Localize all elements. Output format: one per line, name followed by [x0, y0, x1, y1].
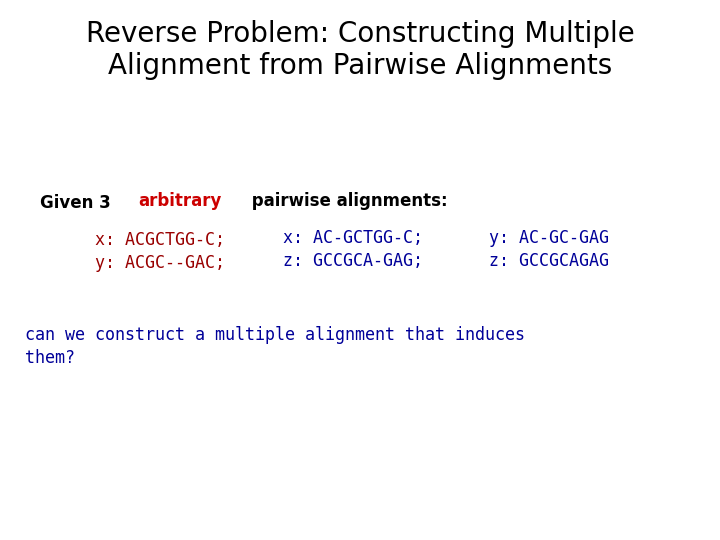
Text: x: AC-GCTGG-C;: x: AC-GCTGG-C;: [263, 229, 423, 247]
Text: arbitrary: arbitrary: [138, 192, 222, 210]
Text: pairwise alignments:: pairwise alignments:: [246, 192, 448, 210]
Text: them?: them?: [25, 349, 75, 367]
Text: z: GCCGCA-GAG;: z: GCCGCA-GAG;: [263, 252, 423, 270]
Text: z: GCCGCAGAG: z: GCCGCAGAG: [469, 252, 609, 270]
Text: y: ACGC--GAC;: y: ACGC--GAC;: [95, 254, 225, 272]
Text: Given 3: Given 3: [40, 194, 116, 212]
Text: can we construct a multiple alignment that induces: can we construct a multiple alignment th…: [25, 326, 525, 344]
Text: x: ACGCTGG-C;: x: ACGCTGG-C;: [95, 231, 225, 249]
Text: y: AC-GC-GAG: y: AC-GC-GAG: [469, 229, 609, 247]
Text: Reverse Problem: Constructing Multiple
Alignment from Pairwise Alignments: Reverse Problem: Constructing Multiple A…: [86, 20, 634, 80]
